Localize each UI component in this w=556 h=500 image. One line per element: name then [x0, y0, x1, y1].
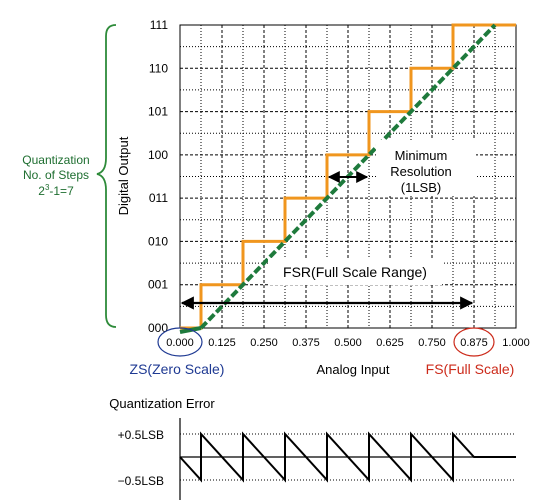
plus-half-lsb-label: +0.5LSB: [118, 428, 164, 442]
staircase-transfer-line: [180, 23, 516, 330]
x-tick-label: 0.500: [334, 337, 362, 349]
y-tick-label: 000: [148, 321, 168, 335]
error-layer: [179, 431, 516, 483]
x-tick-label: 0.750: [418, 337, 446, 349]
plot-frame: [179, 24, 517, 329]
quantization-label: Quantization: [22, 153, 89, 167]
staircase-layer: [180, 23, 516, 330]
x-tick-label: 0.125: [208, 337, 236, 349]
zero-scale-circle: [157, 327, 203, 357]
y-tick-label: 101: [148, 105, 168, 119]
y-tick-label: 111: [150, 18, 169, 32]
minus-half-lsb-label: −0.5LSB: [118, 474, 164, 488]
y-tick-label: 001: [148, 278, 168, 292]
fsr-backdrop: [268, 258, 442, 285]
x-tick-label: 0.375: [292, 337, 320, 349]
x-tick-label: 0.625: [376, 337, 404, 349]
min-resolution-line1: Minimum: [395, 148, 448, 163]
error-title: Quantization Error: [109, 396, 215, 411]
x-tick-label: 0.000: [166, 337, 194, 349]
zero-scale-label: ZS(Zero Scale): [130, 361, 225, 377]
x-tick-label: 0.250: [250, 337, 278, 349]
step-count-brace: [96, 24, 117, 328]
full-scale-label: FS(Full Scale): [426, 361, 515, 377]
min-resolution-line3: (1LSB): [401, 180, 441, 195]
fsr-label: FSR(Full Scale Range): [283, 264, 427, 280]
min-resolution-backdrop: [376, 140, 476, 196]
x-axis-title: Analog Input: [316, 362, 389, 377]
steps-formula: 23-1=7: [38, 183, 74, 198]
full-scale-circle: [453, 327, 495, 357]
y-tick-label: 100: [148, 148, 168, 162]
y-tick-label: 011: [149, 191, 168, 205]
y-axis-title: Digital Output: [116, 136, 131, 215]
steps-label: No. of Steps: [23, 168, 89, 182]
x-tick-label: 1.000: [502, 337, 530, 349]
quantization-error-sawtooth: [179, 431, 516, 483]
x-tick-labels: 0.000 0.125 0.250 0.375 0.500 0.625 0.750 0.875…: [166, 337, 530, 349]
y-tick-label: 110: [149, 61, 168, 75]
x-tick-label: 0.875: [460, 337, 488, 349]
min-resolution-line2: Resolution: [390, 164, 451, 179]
y-tick-labels: 000 001 010 011 100 101 110 111: [148, 18, 168, 335]
y-tick-label: 010: [148, 234, 168, 248]
